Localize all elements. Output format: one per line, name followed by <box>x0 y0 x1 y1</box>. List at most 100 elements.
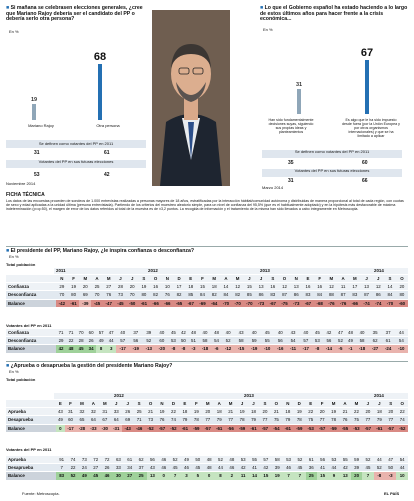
cell: -73 <box>255 299 267 308</box>
cell: 36 <box>305 463 317 473</box>
cell: 71 <box>133 415 145 425</box>
cell: -52 <box>167 424 180 433</box>
cell: -57 <box>316 424 328 433</box>
cell: -70 <box>220 299 232 308</box>
cell: 80 <box>67 290 80 300</box>
cell: -53 <box>350 424 363 433</box>
cell: 43 <box>56 407 65 417</box>
cell: 76 <box>161 290 174 300</box>
credit: EL PAÍS <box>384 491 400 496</box>
cell: 59 <box>350 456 363 465</box>
cell: 19 <box>138 282 150 292</box>
cell: -73 <box>290 299 303 308</box>
cell: 83 <box>302 290 314 300</box>
cell: 46 <box>180 463 193 473</box>
cell: 42 <box>56 344 67 354</box>
table2-year-1: 2013 <box>244 393 254 398</box>
cell: 43 <box>234 329 248 338</box>
cell: 88 <box>325 290 338 300</box>
cell: 22 <box>167 407 180 417</box>
cell: 50 <box>384 463 397 473</box>
table1-year-3: 2014 <box>374 268 384 273</box>
bar-2 <box>365 60 369 114</box>
month-26: J <box>360 275 373 284</box>
cell: 75 <box>350 415 363 425</box>
cell: -27 <box>368 344 382 354</box>
cell: 3 <box>180 471 193 481</box>
cell: 82 <box>149 290 162 300</box>
table1-year-2: 2013 <box>260 268 270 273</box>
cell: 44 <box>214 463 227 473</box>
cell: 18 <box>208 282 221 292</box>
cell: 12 <box>325 282 338 292</box>
cell: -8 <box>178 344 189 354</box>
cell: 15 <box>316 471 329 481</box>
cell: -19 <box>129 344 143 354</box>
table2-year-2: 2014 <box>374 393 384 398</box>
cell: 20 <box>395 282 408 292</box>
cell: 86 <box>255 290 267 300</box>
cell: 53 <box>328 456 340 465</box>
cell: -10 <box>394 344 408 354</box>
cell: 49 <box>345 336 356 346</box>
cell: 79 <box>282 415 294 425</box>
cell: 58 <box>198 336 212 346</box>
cell: -18 <box>198 344 212 354</box>
row-label: Desconfianza <box>6 290 56 300</box>
cell: 54 <box>286 336 300 346</box>
cell: 55 <box>339 456 351 465</box>
month-6: J <box>126 275 139 284</box>
cell: 18 <box>213 407 225 417</box>
month-30: O <box>396 400 408 409</box>
cell: 20 <box>126 282 139 292</box>
cell: -52 <box>144 424 157 433</box>
cell: 44 <box>396 463 408 473</box>
month-12: F <box>190 400 203 409</box>
cell: 48 <box>226 456 238 465</box>
cell: -39 <box>79 299 92 308</box>
cell: -57 <box>259 424 271 433</box>
month-5: J <box>110 400 122 409</box>
cell: 13 <box>339 471 351 481</box>
cell: 40 <box>155 329 169 338</box>
row-label: Aprueba <box>6 407 56 417</box>
cell: 42 <box>260 463 272 473</box>
table-row: Balance 83 52 49 45 46 30 27 25 13 0 7 3 5 0 8 2 11 14 15 19… <box>6 471 408 481</box>
cell: 21 <box>339 407 351 417</box>
cell: 45 <box>168 329 179 338</box>
cell: -60 <box>395 299 408 308</box>
cell: -61 <box>67 299 80 308</box>
cell: 48 <box>211 329 222 338</box>
cell: 15 <box>243 282 256 292</box>
cell: 27 <box>124 471 136 481</box>
cell: 8 <box>214 471 227 481</box>
cell: -54 <box>270 424 283 433</box>
cell: -66 <box>348 299 361 308</box>
cell: 39 <box>142 329 156 338</box>
cell: 10 <box>396 471 408 481</box>
cell: -75 <box>278 299 291 308</box>
cell: 46 <box>226 463 238 473</box>
cell: -59 <box>327 424 340 433</box>
cell: 31 <box>99 407 111 417</box>
cell: 42 <box>178 329 189 338</box>
cell: 53 <box>237 456 249 465</box>
cell: 83 <box>56 471 68 481</box>
row-label: Desconfianza <box>6 336 56 346</box>
table2-total: E F M A M J J S O N D E F M A M J J S O N D E F M A M J J S O Aprueba 43… <box>6 400 408 433</box>
cell: 41 <box>316 463 329 473</box>
table-row: Confianza 29 19 20 25 27 28 20 19 16 10 17 18 15 18 14 1… <box>6 282 408 292</box>
month-22: E <box>304 400 317 409</box>
right-sub2-v1: 31 <box>288 178 294 184</box>
cell: 44 <box>328 463 340 473</box>
cell: -17 <box>64 424 77 433</box>
cell: 53 <box>312 336 323 346</box>
cell: -6 <box>211 344 222 354</box>
table-row: Desconfianza 70 80 69 70 76 73 70 80 82 76 82 85 84 82… <box>6 290 408 300</box>
month-header-label <box>6 275 56 284</box>
row-label: Confianza <box>6 282 56 292</box>
row-label: Balance <box>6 471 56 481</box>
table1-year-1: 2012 <box>148 268 158 273</box>
cell: 9 <box>328 471 340 481</box>
month-15: M <box>231 275 244 284</box>
